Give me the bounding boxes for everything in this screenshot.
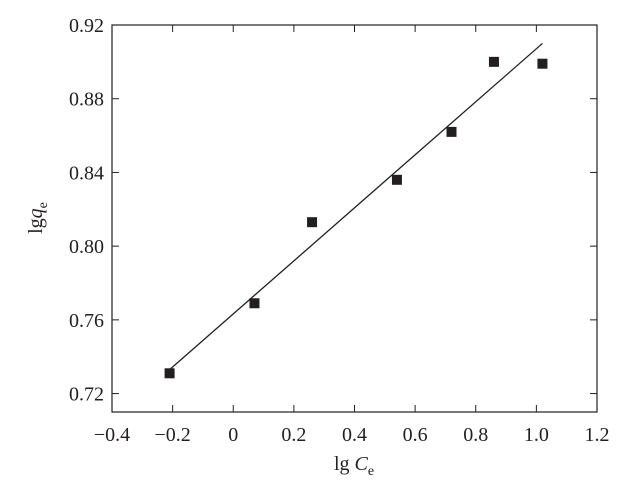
y-axis-label-var: q [25, 208, 47, 218]
x-tick-label: 0.6 [403, 424, 428, 446]
y-axis-label: lgqe [25, 202, 51, 234]
fit-line [169, 42, 543, 371]
data-points-layer [164, 56, 548, 379]
x-tick-label: −0.2 [154, 424, 190, 446]
x-axis-label-var: C [355, 453, 369, 475]
x-tick-label: 1.2 [585, 424, 610, 446]
fit-line-layer [169, 42, 543, 371]
x-tick-label: 0.4 [342, 424, 367, 446]
y-tick-label: 0.92 [69, 15, 104, 37]
x-tick-label: −0.4 [94, 424, 130, 446]
x-tick-label: 1.0 [524, 424, 549, 446]
data-point [391, 174, 402, 185]
y-tick-label: 0.88 [69, 89, 104, 111]
y-axis-ticks: 0.72 0.76 0.80 0.84 0.88 0.92 [69, 15, 597, 406]
y-tick-label: 0.76 [69, 310, 104, 332]
y-axis-label-main: lg [25, 218, 47, 234]
data-point [488, 56, 499, 67]
y-tick-label: 0.80 [69, 236, 104, 258]
x-tick-label: 0.8 [463, 424, 488, 446]
x-axis-ticks: −0.4 −0.2 0 0.2 0.4 0.6 0.8 1.0 1.2 [94, 25, 610, 446]
y-tick-label: 0.84 [69, 162, 104, 184]
data-point [307, 217, 318, 228]
y-tick-label: 0.72 [69, 384, 104, 406]
data-point [164, 368, 175, 379]
x-tick-label: 0.2 [281, 424, 306, 446]
y-axis-label-sub: e [36, 202, 51, 208]
data-point [537, 58, 548, 69]
x-axis-label-main: lg [334, 453, 355, 475]
x-axis-label-sub: e [368, 464, 374, 479]
x-tick-label: 0 [228, 424, 238, 446]
x-axis-label: lg Ce [334, 453, 374, 479]
data-point [446, 126, 457, 137]
data-point [249, 298, 260, 309]
plot-area-frame [111, 24, 598, 413]
